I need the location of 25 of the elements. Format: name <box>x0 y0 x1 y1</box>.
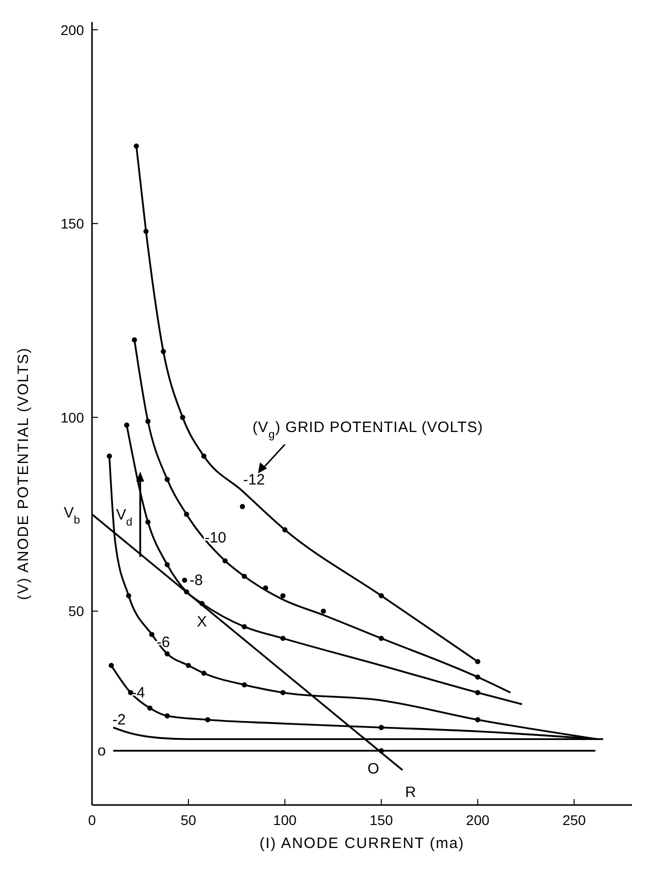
y-tick-label: 200 <box>60 22 84 38</box>
legend-label: -12 <box>243 471 265 488</box>
series-label: -10 <box>204 530 226 547</box>
y-axis-title: (V) ANODE POTENTIAL (VOLTS) <box>15 347 32 600</box>
annotation: X <box>196 613 207 630</box>
legend-title: (V$_{g}$) GRID POTENTIAL (VOLTS) <box>252 419 484 442</box>
annotation: O <box>367 760 380 778</box>
x-axis-title: (I) ANODE CURRENT (ma) <box>259 835 465 852</box>
x-tick-label: 100 <box>273 812 297 828</box>
annotation: V$_{d}$ <box>116 506 132 528</box>
annotation: V$_{b}$ <box>64 504 80 526</box>
y-tick-label: 50 <box>68 603 84 620</box>
x-tick-label: 50 <box>180 812 196 828</box>
x-tick-label: 200 <box>466 812 490 828</box>
y-tick-label: 150 <box>60 216 84 232</box>
x-tick-label: 0 <box>88 812 96 828</box>
y-tick-label: 100 <box>60 409 84 426</box>
series-label: o <box>97 742 106 760</box>
series-label: -6 <box>156 634 170 652</box>
x-tick-label: 250 <box>562 812 586 828</box>
x-tick-label: 150 <box>370 812 394 828</box>
series-label: -2 <box>112 712 126 729</box>
series-label: -4 <box>132 684 145 702</box>
series-label: -8 <box>189 572 203 590</box>
annotation: R <box>405 784 416 802</box>
